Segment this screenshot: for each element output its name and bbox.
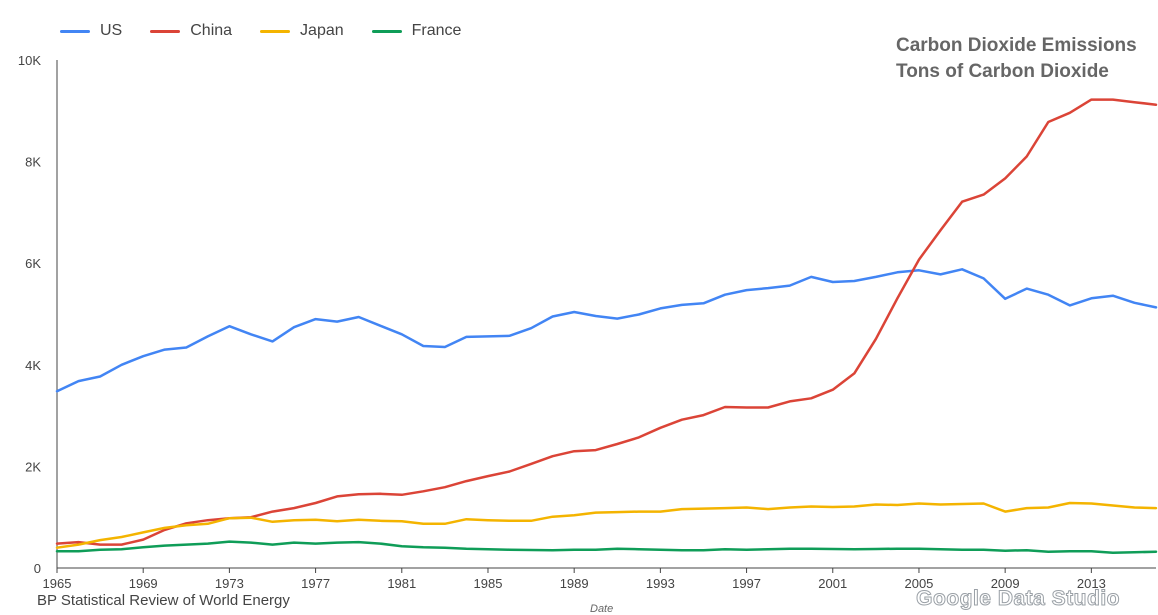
legend-label-japan: Japan [300,22,344,39]
x-tick-label: 1997 [732,576,761,591]
chart-title-box: Carbon Dioxide Emissions Tons of Carbon … [896,33,1158,85]
y-tick-label: 10K [18,53,41,68]
legend-label-france: France [411,22,462,39]
x-tick-label: 1989 [560,576,589,591]
series-line-japan[interactable] [55,501,1158,549]
y-tick-label: 4K [25,358,41,373]
legend-swatch-us [60,29,90,33]
x-tick-label: 1985 [474,576,503,591]
legend-swatch-japan [260,29,291,33]
legend-label-china: China [190,22,233,39]
x-tick-label: 1965 [43,576,72,591]
y-tick-label: 6K [25,256,41,271]
chart-legend: US China Japan France [60,22,461,40]
axes: 0 2K 4K 6K 8K 10K 1965 1969 1973 1977 1981 1985 1989… [18,53,1156,591]
legend-item-france[interactable]: France [371,22,462,40]
legend-swatch-france [371,29,402,33]
x-tick-label: 1969 [129,576,158,591]
legend-swatch-china [150,29,181,33]
source-note: BP Statistical Review of World Energy [37,592,290,609]
x-tick-label: 1973 [215,576,244,591]
x-tick-label: 1981 [387,576,416,591]
y-tick-label: 8K [25,155,41,170]
branding-logo: Google Data Studio [916,587,1120,611]
legend-label-us: US [100,22,123,39]
x-tick-label: 2005 [904,576,933,591]
x-tick-label: 2013 [1077,576,1106,591]
chart-subtitle: Tons of Carbon Dioxide [896,61,1109,82]
series-line-china[interactable] [55,98,1158,546]
y-tick-label: 0 [34,561,41,576]
legend-item-us[interactable]: US [60,22,122,40]
x-tick-label: 1977 [301,576,330,591]
series-line-france[interactable] [55,540,1158,555]
x-tick-label: 2009 [991,576,1020,591]
legend-item-china[interactable]: China [150,22,232,40]
x-tick-label: 1993 [646,576,675,591]
series-line-us[interactable] [55,268,1158,393]
y-tick-label: 2K [25,459,41,474]
x-tick-label: 2001 [818,576,847,591]
chart-title: Carbon Dioxide Emissions [896,35,1137,56]
legend-item-japan[interactable]: Japan [260,22,344,40]
x-axis-label: Date [590,603,614,615]
series-layer [55,98,1158,555]
